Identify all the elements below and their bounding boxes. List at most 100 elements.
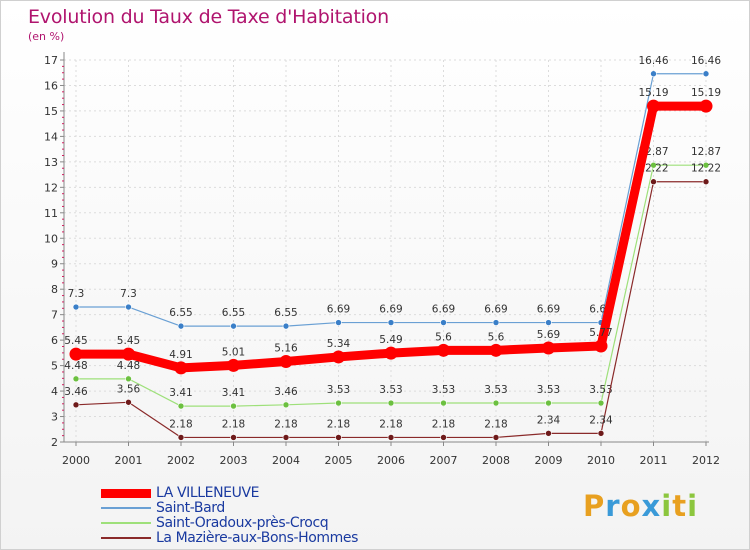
data-label: 5.69 [537, 329, 560, 341]
y-tick-label: 12 [44, 181, 58, 194]
data-point [72, 375, 80, 383]
data-label: 5.6 [435, 331, 452, 343]
data-point [125, 303, 132, 311]
data-label: 15.19 [691, 87, 721, 99]
data-point [387, 434, 395, 441]
x-tick-label: 2002 [167, 454, 195, 467]
proxiti-logo: Proxiti [583, 489, 698, 523]
x-tick-label: 2012 [692, 454, 720, 467]
data-label: 2.34 [589, 414, 613, 426]
data-label: 5.16 [274, 343, 298, 355]
data-label: 2.34 [537, 414, 561, 426]
data-label: 2.18 [484, 418, 507, 430]
y-tick-label: 6 [51, 334, 58, 347]
legend-swatch [101, 522, 151, 524]
data-label: 16.46 [638, 55, 668, 67]
data-label: 7.3 [120, 288, 137, 300]
data-point [699, 99, 713, 113]
data-point [72, 401, 80, 409]
data-label: 3.46 [64, 386, 88, 398]
data-point [332, 350, 345, 364]
legend-label: Saint-Bard [156, 500, 225, 516]
data-point [647, 99, 660, 113]
data-point [440, 399, 447, 407]
data-point [597, 399, 605, 407]
data-point [545, 399, 552, 407]
series-saint-oradoux-pr-s-crocq: 4.48 4.48 3.41 3.41 3.46 3.53 3.53 3.53 3.53 3.53… [64, 146, 721, 410]
data-point [440, 319, 447, 326]
x-tick-label: 2000 [62, 454, 90, 467]
data-point [650, 161, 657, 169]
data-point [597, 430, 605, 437]
data-point [335, 319, 342, 326]
data-label: 6.69 [484, 304, 507, 316]
data-point [125, 398, 132, 406]
data-point [227, 358, 240, 372]
x-tick-label: 2011 [640, 454, 668, 467]
data-label: 7.3 [68, 288, 85, 300]
data-label: 2.18 [274, 418, 297, 430]
y-tick-label: 4 [51, 385, 58, 398]
data-point [440, 434, 447, 441]
y-tick-label: 3 [51, 411, 58, 424]
data-point [230, 402, 237, 410]
data-label: 3.53 [432, 384, 455, 396]
data-label: 3.41 [222, 387, 245, 399]
data-point [122, 347, 135, 361]
data-label: 12.22 [691, 163, 721, 175]
data-label: 2.18 [379, 418, 402, 430]
data-point [125, 375, 132, 383]
y-axis: 2 3 4 5 6 7 8 9 10 11 12 13 14 15 16 17 [44, 52, 65, 449]
x-tick-label: 2004 [272, 454, 300, 467]
series-la-villeneuve: 5.45 5.45 4.91 5.01 5.16 5.34 5.49 5.6 5.6 5.69 5.… [64, 87, 721, 375]
logo-letter: t [672, 489, 688, 523]
data-label: 6.69 [379, 304, 402, 316]
data-label: 5.45 [64, 335, 87, 347]
data-label: 5.49 [379, 334, 402, 346]
y-tick-label: 13 [44, 156, 58, 169]
y-tick-label: 7 [51, 309, 58, 322]
data-label: 2.18 [169, 418, 192, 430]
data-point [650, 70, 657, 78]
data-point [282, 401, 290, 409]
logo-letter: x [641, 489, 662, 523]
data-label: 3.56 [117, 383, 141, 395]
data-point [489, 343, 503, 357]
data-label: 2.18 [222, 418, 245, 430]
data-label: 6.55 [222, 307, 245, 319]
grid-lines [64, 59, 709, 443]
data-label: 3.53 [537, 384, 560, 396]
data-point [387, 399, 395, 407]
x-tick-label: 2007 [430, 454, 458, 467]
data-label: 3.53 [327, 384, 350, 396]
data-label: 3.46 [274, 386, 298, 398]
logo-letter: i [661, 489, 673, 523]
data-point [594, 339, 608, 353]
data-label: 12.87 [691, 146, 721, 158]
data-point [542, 341, 555, 355]
data-label: 2.18 [432, 418, 455, 430]
data-point [230, 322, 237, 330]
data-label: 15.19 [638, 87, 668, 99]
data-point [437, 343, 450, 357]
data-point [335, 434, 342, 441]
legend-swatch [101, 507, 151, 509]
data-label: 3.53 [589, 384, 612, 396]
x-tick-label: 2001 [115, 454, 143, 467]
data-point [702, 161, 710, 169]
data-label: 2.18 [327, 418, 350, 430]
legend-swatch [101, 537, 151, 539]
chart-title: Evolution du Taux de Taxe d'Habitation [28, 6, 389, 28]
data-point [387, 319, 395, 326]
x-tick-label: 2006 [377, 454, 405, 467]
y-tick-label: 15 [44, 105, 58, 118]
y-tick-label: 11 [44, 207, 58, 220]
legend-label: LA VILLENEUVE [156, 485, 260, 501]
data-label: 6.55 [169, 307, 192, 319]
data-label: 6.69 [537, 304, 560, 316]
data-point [174, 361, 188, 375]
data-label: 3.41 [169, 387, 192, 399]
data-label: 3.53 [484, 384, 507, 396]
logo-letter: i [687, 489, 699, 523]
